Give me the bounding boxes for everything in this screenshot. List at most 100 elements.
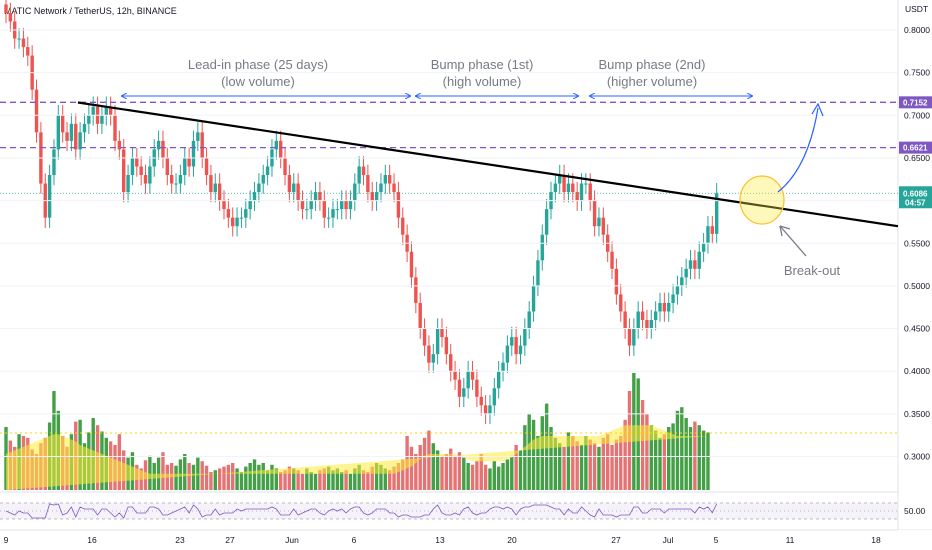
candle-body <box>21 38 26 48</box>
candle-body <box>584 183 588 185</box>
volume-bar <box>510 455 514 490</box>
price-tick-label: 0.8000 <box>904 25 930 35</box>
candle-body <box>592 200 597 227</box>
rsi-line <box>5 503 718 519</box>
volume-bar <box>427 430 431 490</box>
candle-body <box>244 209 248 218</box>
candle-body <box>222 200 226 210</box>
price-axis-bg <box>898 0 932 550</box>
candle-body <box>60 115 65 133</box>
volume-bar <box>357 464 361 490</box>
candle-body <box>130 157 135 176</box>
volume-bar <box>449 448 453 490</box>
phase-label-volume: (low volume) <box>221 74 295 89</box>
volume-bar <box>209 472 213 490</box>
volume-bar <box>684 418 688 490</box>
candle-body <box>292 183 296 193</box>
phase-label-volume: (higher volume) <box>607 74 697 89</box>
projection-arrow-head <box>811 102 824 117</box>
time-tick-label: 5 <box>714 535 719 545</box>
time-tick-label: 27 <box>611 535 621 545</box>
volume-bar <box>566 432 571 490</box>
chart-symbol-title: MATIC Network / TetherUS, 12h, BINANCE <box>4 6 177 16</box>
volume-bar <box>305 468 309 490</box>
candle-body <box>453 371 457 380</box>
last-price-label: 0.6086 <box>903 189 928 198</box>
volume-bar <box>579 445 584 490</box>
candle-body <box>213 183 217 193</box>
time-tick-label: 18 <box>871 535 881 545</box>
level-price-tag <box>899 141 932 154</box>
candle-body <box>693 260 697 269</box>
volume-bar <box>470 464 475 490</box>
candle-body <box>56 115 61 150</box>
time-tick-label: 23 <box>175 535 185 545</box>
volume-bar <box>680 407 684 490</box>
candle-body <box>640 311 645 321</box>
candle-body <box>26 47 30 56</box>
price-tick-label: 0.6500 <box>904 153 930 163</box>
volume-bar <box>518 450 523 490</box>
volume-bar <box>278 472 283 490</box>
volume-ma-area <box>6 425 708 490</box>
candle-body <box>69 123 74 141</box>
candle-body <box>675 285 680 295</box>
candle-body <box>540 234 544 261</box>
candle-body <box>357 166 361 184</box>
candle-body <box>422 328 427 346</box>
trendline <box>77 101 899 228</box>
candle-body <box>178 175 183 184</box>
candle-body <box>514 337 518 355</box>
volume-bar <box>701 430 706 490</box>
candle-body <box>418 302 422 329</box>
candle-body <box>300 200 305 210</box>
volume-bar <box>331 470 335 490</box>
candle-body <box>492 388 497 406</box>
candle-body <box>710 226 715 234</box>
volume-bar <box>318 470 322 490</box>
volume-bar <box>575 441 579 490</box>
breakout-highlight-circle <box>739 175 785 225</box>
bar-countdown-label: 04:57 <box>905 198 926 207</box>
candle-body <box>619 294 623 312</box>
candle-body <box>74 123 78 150</box>
volume-bar <box>265 470 270 490</box>
candle-body <box>379 183 383 193</box>
rsi-tick-label: 50.00 <box>904 506 926 516</box>
volume-bar <box>244 466 248 490</box>
time-tick-label: 13 <box>435 535 445 545</box>
volume-bar <box>466 463 470 490</box>
candle-body <box>248 200 252 210</box>
volume-bar <box>588 439 592 490</box>
candle-body <box>701 243 706 252</box>
candle-body <box>518 345 523 355</box>
volume-bar <box>344 470 348 490</box>
candle-body <box>257 183 261 193</box>
candle-body <box>566 183 571 193</box>
volume-bar <box>379 464 383 490</box>
volume-bar <box>488 468 492 490</box>
volume-bar <box>553 437 558 490</box>
candle-body <box>366 175 370 193</box>
candle-body <box>231 217 235 227</box>
volume-bar <box>640 400 645 490</box>
candle-body <box>126 175 130 193</box>
candle-body <box>527 311 531 329</box>
volume-bar <box>326 466 331 490</box>
candle-body <box>457 379 462 397</box>
candle-body <box>601 217 606 235</box>
candle-body <box>440 328 444 338</box>
candle-body <box>169 175 174 184</box>
volume-bar <box>675 410 680 490</box>
candle-body <box>261 175 265 184</box>
candle-body <box>706 226 710 244</box>
volume-bar <box>431 443 435 490</box>
price-tick-label: 0.3500 <box>904 409 930 419</box>
phase-label-title: Lead-in phase (25 days) <box>188 57 328 72</box>
candle-body <box>483 405 488 414</box>
volume-bar <box>261 463 265 490</box>
volume-bar <box>619 436 623 490</box>
candle-body <box>531 285 536 312</box>
volume-bar <box>174 465 178 490</box>
